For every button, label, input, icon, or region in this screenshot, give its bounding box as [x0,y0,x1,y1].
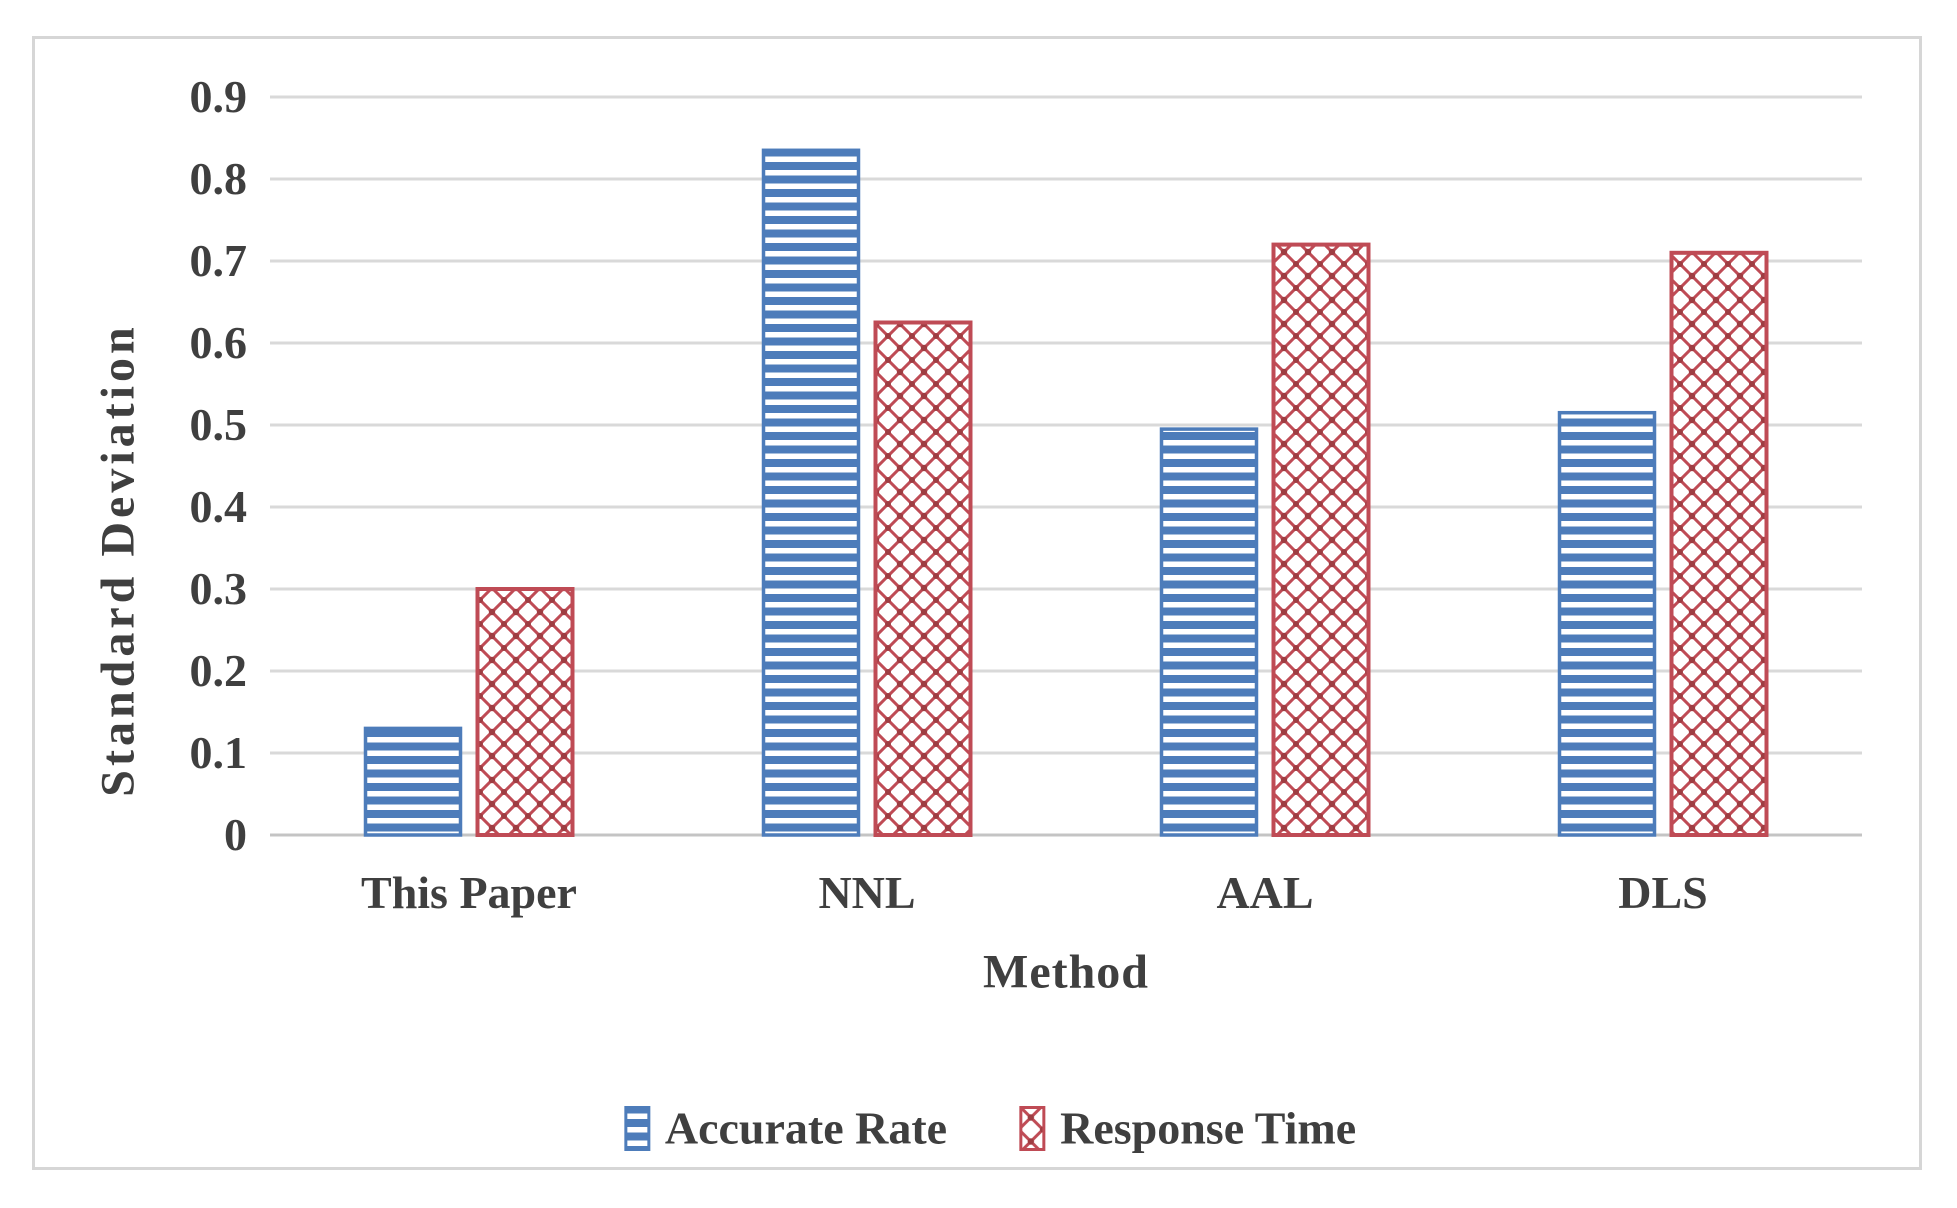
legend-swatch-accurate-rate-icon [624,1105,651,1151]
legend: Accurate Rate Response Time [624,1102,1356,1155]
bar-accurate-rate-nnl [761,148,861,837]
legend-item-accurate-rate: Accurate Rate [624,1102,947,1155]
bar-accurate-rate-aal [1159,427,1259,837]
bar-response-time-dls [1669,250,1769,838]
legend-label-response-time: Response Time [1060,1102,1357,1154]
legend-item-response-time: Response Time [1019,1102,1356,1155]
bar-response-time-aal [1271,242,1371,838]
bar-response-time-nnl [873,320,973,837]
bar-response-time-this-paper [475,587,575,837]
legend-label-accurate-rate: Accurate Rate [664,1102,948,1154]
legend-swatch-response-time-icon [1019,1105,1046,1151]
bar-accurate-rate-this-paper [363,726,463,837]
bar-accurate-rate-dls [1557,410,1657,837]
bars [363,148,1769,838]
